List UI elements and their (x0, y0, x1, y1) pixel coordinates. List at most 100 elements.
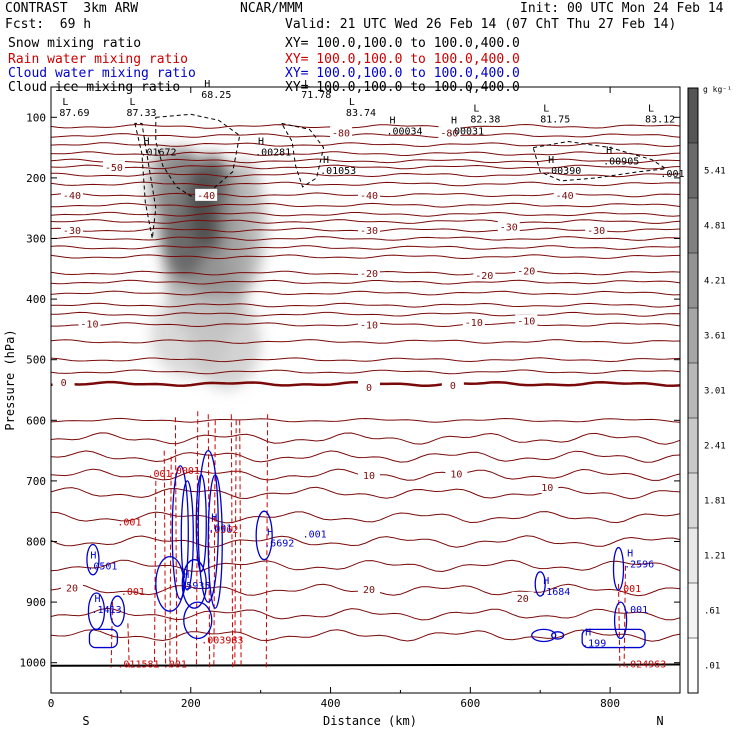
temperature-label-bg (462, 316, 485, 329)
extremum-mark: L (129, 97, 135, 108)
extremum-mark: L (62, 97, 68, 108)
temperature-contour-line (50, 133, 681, 138)
extremum-mark: H (451, 115, 457, 126)
temperature-label-bg (357, 318, 380, 331)
temperature-label-bg (78, 317, 101, 330)
rain-contour-line (127, 623, 130, 668)
snow-shade-blob (221, 160, 266, 293)
colorbar-level-label: 1.81 (704, 497, 726, 507)
colorbar-level-label: .61 (704, 607, 720, 617)
extremum-value: .00034 (386, 126, 422, 137)
temperature-label: -20 (360, 269, 378, 280)
rain-contour-line (153, 480, 157, 668)
temperature-label: -10 (517, 316, 535, 327)
temperature-label: -40 (63, 191, 81, 202)
field-cloudwater-name: Cloud water mixing ratio (8, 66, 196, 81)
cloud-ice-contour (532, 140, 668, 182)
extremum-mark: H (548, 155, 554, 166)
extremum-value: .01053 (320, 166, 356, 177)
temperature-label-bg (445, 467, 468, 480)
temperature-contour-line (50, 629, 681, 642)
extremum-value: 68.25 (201, 90, 231, 101)
cloud-water-contour (109, 595, 126, 627)
temperature-label: -40 (556, 191, 574, 202)
temperature-label: 0 (61, 378, 67, 389)
temperature-contour-line (50, 202, 681, 208)
rain-contour-line (110, 602, 114, 668)
extremum-value: .001 (624, 605, 648, 616)
temperature-contour-line (50, 151, 681, 157)
y-tick-label: 600 (26, 414, 46, 427)
cloud-water-contour (155, 555, 185, 612)
colorbar-level-label: 3.01 (704, 387, 726, 397)
extremum-value: .0362 (208, 525, 238, 536)
rain-contour-line (265, 414, 269, 668)
temperature-label: -10 (360, 321, 378, 332)
extremum-mark: H (258, 137, 264, 148)
x-tick-label: 400 (321, 697, 341, 710)
extremum-value: .1684 (540, 587, 570, 598)
rain-contour-line (207, 414, 211, 668)
cloud-ice-contour (134, 122, 157, 239)
temperature-contour-line (50, 236, 681, 241)
extremum-value: .001 (660, 169, 684, 180)
temperature-label: -40 (360, 191, 378, 202)
temperature-label-bg (515, 314, 538, 327)
temperature-contour-line (50, 450, 681, 463)
temperature-label-bg (195, 188, 218, 201)
extremum-mark: H (90, 551, 96, 562)
temperature-label: -40 (197, 191, 215, 202)
temperature-label-bg (585, 224, 608, 237)
extremum-value: .003983 (201, 635, 243, 646)
cloud-water-contour (86, 543, 100, 576)
y-tick-label: 900 (26, 596, 46, 609)
temperature-contour-line (50, 511, 681, 524)
temperature-contour-line (50, 290, 681, 296)
init-time: Init: 00 UTC Mon 24 Feb 14 (520, 1, 724, 16)
rain-contour-line (230, 414, 234, 668)
field-cloudwater-xy: XY= 100.0,100.0 to 100.0,400.0 (285, 66, 520, 81)
temperature-contour-line (50, 172, 681, 178)
temperature-label: -10 (465, 318, 483, 329)
extremum-value: .00031 (448, 126, 484, 137)
colorbar-segment (688, 308, 698, 363)
y-tick-label: 200 (26, 172, 46, 185)
colorbar-level-label: 4.81 (704, 222, 726, 232)
model-title: CONTRAST 3km ARW (5, 1, 139, 16)
temperature-contour-line (50, 339, 681, 344)
temperature-contour-line (50, 181, 681, 187)
temperature-label: -20 (517, 267, 535, 278)
temperature-label-bg (60, 224, 83, 237)
colorbar-unit: g kg⁻¹ (703, 85, 732, 94)
extremum-value: 87.33 (126, 108, 156, 119)
temperature-label: -50 (105, 163, 123, 174)
temperature-label-bg (60, 188, 83, 201)
colorbar-segment (688, 198, 698, 253)
extremum-mark: H (267, 528, 273, 539)
cloud-water-contour (612, 546, 625, 591)
extremum-value: .199 (582, 638, 606, 649)
cloud-water-contour (551, 631, 565, 640)
temperature-label-bg (536, 480, 559, 493)
temperature-label-bg (357, 582, 380, 595)
cloud-water-contour (207, 474, 223, 609)
forecast-hour: Fcst: 69 h (5, 17, 92, 32)
colorbar-level-label: 5.41 (704, 167, 726, 177)
temperature-label-bg (102, 160, 125, 173)
extremum-value: .001 (163, 660, 187, 671)
colorbar-segment (688, 418, 698, 473)
rain-contour-line (239, 420, 242, 668)
extremum-mark: H (95, 594, 101, 605)
colorbar-segment (688, 143, 698, 198)
extremum-value: 83.74 (346, 108, 376, 119)
temperature-contour-line (50, 158, 681, 164)
extremum-value: 71.78 (301, 90, 331, 101)
cloud-water-contour (181, 559, 207, 609)
temperature-contour-line (50, 279, 681, 285)
y-tick-label: 400 (26, 293, 46, 306)
colorbar-level-label: 1.21 (704, 552, 726, 562)
extremum-mark: H (143, 137, 149, 148)
x-tick-label: 800 (600, 697, 620, 710)
y-tick-label: 700 (26, 475, 46, 488)
